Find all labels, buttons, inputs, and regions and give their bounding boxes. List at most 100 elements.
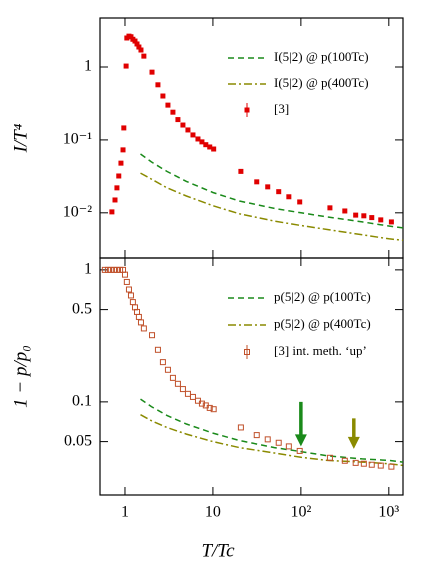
- data-point: [195, 136, 201, 142]
- data-point: [254, 179, 260, 185]
- data-point: [190, 132, 196, 138]
- x-tick-label: 1: [121, 504, 129, 521]
- data-point: [123, 63, 129, 69]
- data-point: [101, 266, 108, 273]
- data-point: [276, 189, 282, 195]
- data-point: [116, 173, 122, 179]
- data-point: [118, 160, 124, 166]
- data-point: [361, 213, 367, 219]
- data-point: [134, 41, 140, 47]
- data-point: [360, 460, 367, 467]
- data-point: [138, 47, 144, 53]
- data-point: [297, 199, 303, 205]
- data-point: [127, 292, 134, 299]
- data-point: [285, 443, 292, 450]
- data-point: [206, 404, 213, 411]
- data-point: [368, 461, 375, 468]
- data-point: [341, 457, 348, 464]
- data-point: [140, 325, 147, 332]
- data-point: [129, 299, 136, 306]
- data-point: [107, 266, 114, 273]
- data-point: [189, 393, 196, 400]
- data-point: [353, 212, 359, 218]
- data-point: [203, 142, 209, 148]
- data-point: [113, 266, 120, 273]
- series-line: [140, 172, 404, 242]
- data-point: [160, 93, 166, 99]
- legend-label: I(5|2) @ p(100Tc): [274, 49, 369, 64]
- y-tick-label: 1: [84, 58, 92, 75]
- data-point: [369, 215, 375, 221]
- data-point: [141, 53, 147, 59]
- data-point: [207, 144, 213, 150]
- data-point: [238, 168, 244, 174]
- data-point: [388, 463, 395, 470]
- data-point: [175, 117, 181, 123]
- plot-frame: [99, 257, 404, 496]
- data-point: [128, 34, 134, 40]
- data-point: [165, 102, 171, 108]
- legend-label: p(5|2) @ p(400Tc): [274, 316, 371, 331]
- data-point: [326, 454, 333, 461]
- data-point: [286, 194, 292, 200]
- data-point: [125, 286, 132, 293]
- data-point: [199, 139, 205, 145]
- series-line: [140, 398, 404, 463]
- data-point: [164, 366, 171, 373]
- data-point: [265, 184, 271, 190]
- data-point: [159, 359, 166, 366]
- data-point: [114, 185, 120, 191]
- data-point: [253, 432, 260, 439]
- x-axis-label: T/Tc: [201, 540, 235, 561]
- data-point: [327, 205, 333, 211]
- arrow-head: [294, 434, 307, 447]
- data-point: [377, 462, 384, 469]
- data-point: [174, 380, 181, 387]
- data-point: [388, 219, 394, 225]
- y-tick-label: 0.1: [72, 393, 92, 410]
- data-point: [112, 197, 118, 203]
- x-tick-label: 10: [205, 504, 221, 521]
- legend-label: [3] int. meth. ‘up’: [274, 343, 367, 358]
- data-point: [211, 146, 217, 152]
- data-point: [342, 208, 348, 214]
- legend-label: p(5|2) @ p(100Tc): [274, 289, 371, 304]
- data-point: [179, 386, 186, 393]
- data-point: [378, 217, 384, 223]
- data-point: [109, 209, 115, 215]
- data-point: [123, 278, 130, 285]
- y-tick-label: 1: [84, 261, 92, 278]
- data-point: [121, 271, 128, 278]
- data-point: [210, 406, 217, 413]
- data-point: [352, 459, 359, 466]
- data-point: [154, 346, 161, 353]
- y-tick-label: 0.5: [72, 300, 92, 317]
- data-point: [155, 82, 161, 88]
- data-point: [149, 332, 156, 339]
- y-axis-label: 1 − p/p₀: [10, 345, 31, 408]
- data-point: [121, 125, 127, 131]
- data-point: [120, 147, 126, 153]
- data-point: [184, 390, 191, 397]
- data-point: [135, 313, 142, 320]
- series-line: [140, 414, 404, 467]
- y-axis-label: I/T⁴: [10, 123, 31, 153]
- y-tick-label: 10⁻²: [63, 203, 92, 220]
- legend-label: I(5|2) @ p(400Tc): [274, 75, 369, 90]
- data-point: [132, 38, 138, 44]
- data-point: [296, 447, 303, 454]
- x-tick-label: 10³: [378, 504, 399, 521]
- data-point: [185, 127, 191, 133]
- arrow-head: [347, 436, 360, 449]
- data-point: [180, 122, 186, 128]
- data-point: [136, 44, 142, 50]
- y-tick-label: 0.05: [64, 432, 92, 449]
- data-point: [170, 109, 176, 115]
- data-point: [198, 400, 205, 407]
- x-tick-label: 10²: [290, 504, 311, 521]
- data-point: [264, 436, 271, 443]
- y-tick-label: 10⁻¹: [63, 131, 92, 148]
- data-point: [237, 424, 244, 431]
- data-point: [169, 374, 176, 381]
